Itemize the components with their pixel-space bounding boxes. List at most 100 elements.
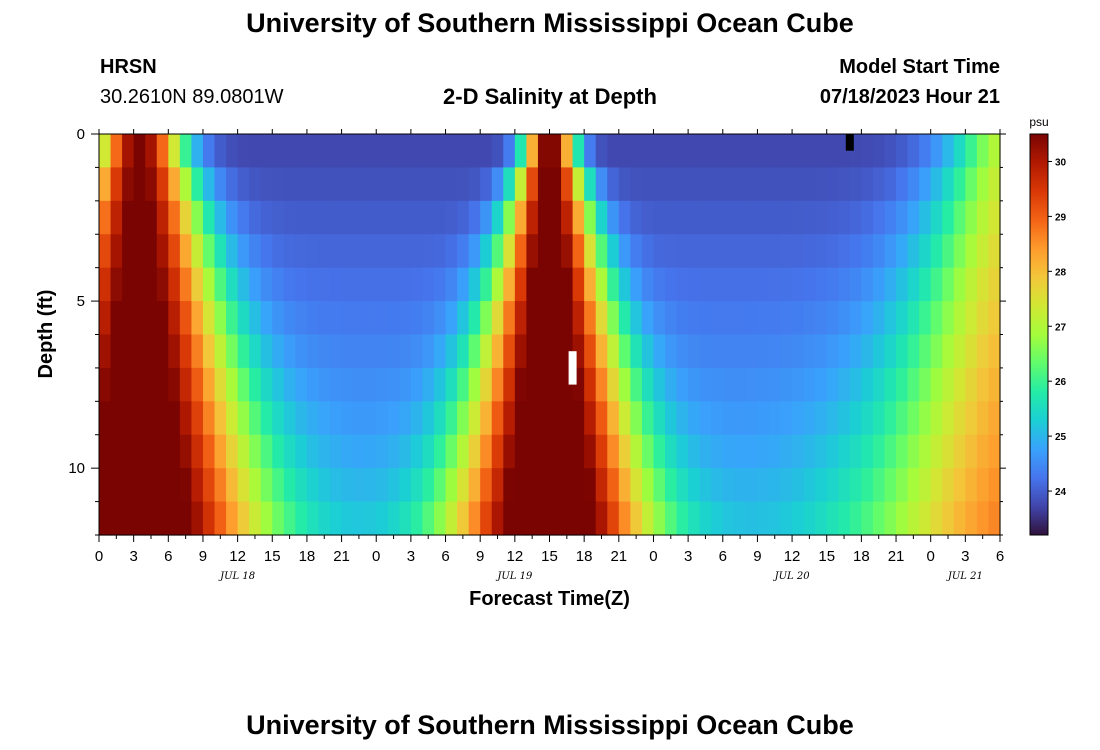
heatmap-cell [884,200,897,235]
heatmap-cell [503,267,516,302]
heatmap-cell [260,167,273,202]
heatmap-cell [341,301,354,336]
heatmap-cell [838,401,851,436]
heatmap-cell [283,401,296,436]
heatmap-cell [283,234,296,269]
heatmap-cell [942,267,955,302]
heatmap-cell [907,200,920,235]
heatmap-cell [988,468,1001,503]
heatmap-cell [942,301,955,336]
heatmap-cell [861,167,874,202]
heatmap-cell [491,468,504,503]
heatmap-cell [306,434,320,469]
heatmap-cell [145,200,158,235]
heatmap-cell [283,367,296,402]
heatmap-cell [503,434,516,469]
heatmap-cell [688,301,701,336]
heatmap-cell [283,134,296,169]
heatmap-cell [768,401,782,436]
heatmap-cell [353,234,366,269]
heatmap-cell [641,267,655,302]
heatmap-cell [745,401,759,436]
heatmap-cell [422,334,435,369]
heatmap-cell [179,200,193,235]
heatmap-cell [595,334,608,369]
heatmap-cell [457,501,470,536]
heatmap-cell [387,501,400,536]
heatmap-cell [780,200,793,235]
heatmap-cell [445,334,458,369]
heatmap-cell [872,301,886,336]
heatmap-cell [526,301,539,336]
heatmap-cell [607,267,620,302]
heatmap-cell [549,134,562,169]
heatmap-cell [607,501,620,536]
heatmap-cell [722,267,735,302]
heatmap-cell [688,468,701,503]
x-tick-label: 0 [95,548,103,565]
heatmap-cell [122,134,135,169]
heatmap-cell [907,234,920,269]
heatmap-cell [202,334,216,369]
x-tick-label: 18 [853,548,870,565]
heatmap-cell [607,468,620,503]
heatmap-cell [376,167,389,202]
heatmap-cell [930,234,943,269]
heatmap-cell [249,267,262,302]
heatmap-cell [341,134,354,169]
heatmap-cell [665,501,678,536]
heatmap-cell [445,267,458,302]
heatmap-cell [745,434,759,469]
heatmap-cell [110,301,123,336]
heatmap-cell [283,501,296,536]
heatmap-cell [422,468,435,503]
heatmap-cell [849,434,862,469]
heatmap-cell [849,468,862,503]
heatmap-cell [584,267,597,302]
heatmap-cell [422,367,435,402]
heatmap-cell [110,434,123,469]
heatmap-cell [653,134,666,169]
heatmap-cell [330,434,343,469]
heatmap-cell [745,167,759,202]
heatmap-cell [584,501,597,536]
heatmap-cell [237,301,250,336]
heatmap-cell [942,367,955,402]
heatmap-cell [145,134,158,169]
heatmap-cell [226,367,239,402]
heatmap-cell [202,167,216,202]
heatmap-cell [907,167,920,202]
x-tick-label: 6 [996,548,1004,565]
heatmap-cell [480,134,493,169]
heatmap-cell [688,434,701,469]
heatmap-cell [618,401,631,436]
heatmap-cell [861,434,874,469]
heatmap-cell [745,134,759,169]
heatmap-cell [260,267,273,302]
heatmap-cell [145,367,158,402]
heatmap-cell [884,401,897,436]
colorbar-tick-label: 30 [1055,157,1067,168]
heatmap-cell [699,134,712,169]
heatmap-cell [110,267,123,302]
colorbar-tick-label: 29 [1055,212,1067,223]
x-tick-label: 3 [684,548,692,565]
heatmap-cell [318,200,331,235]
colorbar: psu 24 25 26 27 28 29 30 [1029,115,1067,536]
heatmap-cell [156,200,169,235]
heatmap-cell [711,234,724,269]
heatmap-cell [976,134,990,169]
heatmap-cell [618,234,631,269]
x-tick-label: 9 [476,548,484,565]
heatmap-cell [399,501,412,536]
heatmap-cell [965,468,978,503]
heatmap-cell [826,367,839,402]
heatmap-cell [768,234,782,269]
heatmap-cell [711,334,724,369]
x-tick-label: 12 [507,548,524,565]
heatmap-cell [641,367,655,402]
x-tick-label: 12 [784,548,801,565]
heatmap-cell [884,234,897,269]
station-name: HRSN [100,56,157,78]
heatmap-cell [214,334,227,369]
